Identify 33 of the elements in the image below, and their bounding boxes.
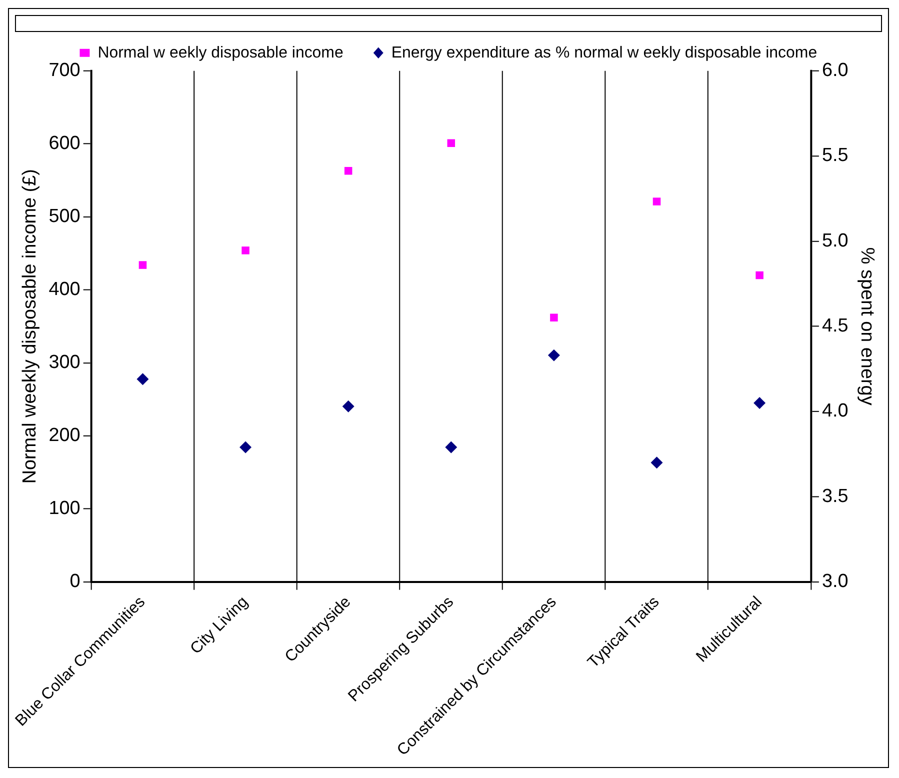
point (445, 441, 458, 454)
y-axis-title: Normal weekly disposable income (£) (20, 169, 41, 484)
point (447, 139, 456, 147)
y-tick-label: 700 (48, 60, 80, 82)
y-tick-label: 600 (48, 133, 80, 154)
y-tick-label: 100 (48, 498, 80, 520)
y2-tick-label: 3.5 (822, 486, 848, 507)
point (344, 166, 352, 175)
point (754, 397, 766, 409)
y2-tick-label: 4.5 (822, 316, 848, 337)
point (550, 314, 558, 322)
y2-tick-label: 6.0 (822, 60, 848, 82)
y-tick-label: 300 (48, 352, 80, 374)
point (652, 198, 661, 206)
y2-tick-label: 3.0 (822, 571, 848, 592)
y-tick-label: 400 (48, 279, 80, 300)
point (138, 261, 147, 269)
point (240, 441, 252, 454)
y2-axis-title: % spent on energy (856, 247, 878, 406)
point (548, 349, 560, 362)
point (242, 246, 250, 254)
y-tick-label: 0 (70, 571, 80, 592)
y-tick-label: 500 (48, 206, 80, 228)
y2-tick-label: 5.5 (822, 145, 848, 166)
point (650, 456, 663, 469)
legend-label: Energy expenditure as % normal w eekly disposable income (391, 44, 818, 62)
y-tick-label: 200 (48, 425, 80, 446)
legend-label: Normal w eekly disposable income (98, 44, 344, 62)
point (136, 373, 149, 386)
y2-tick-label: 4.0 (822, 400, 848, 422)
point (756, 271, 764, 280)
y2-tick-label: 5.0 (822, 230, 848, 252)
point (342, 400, 354, 412)
